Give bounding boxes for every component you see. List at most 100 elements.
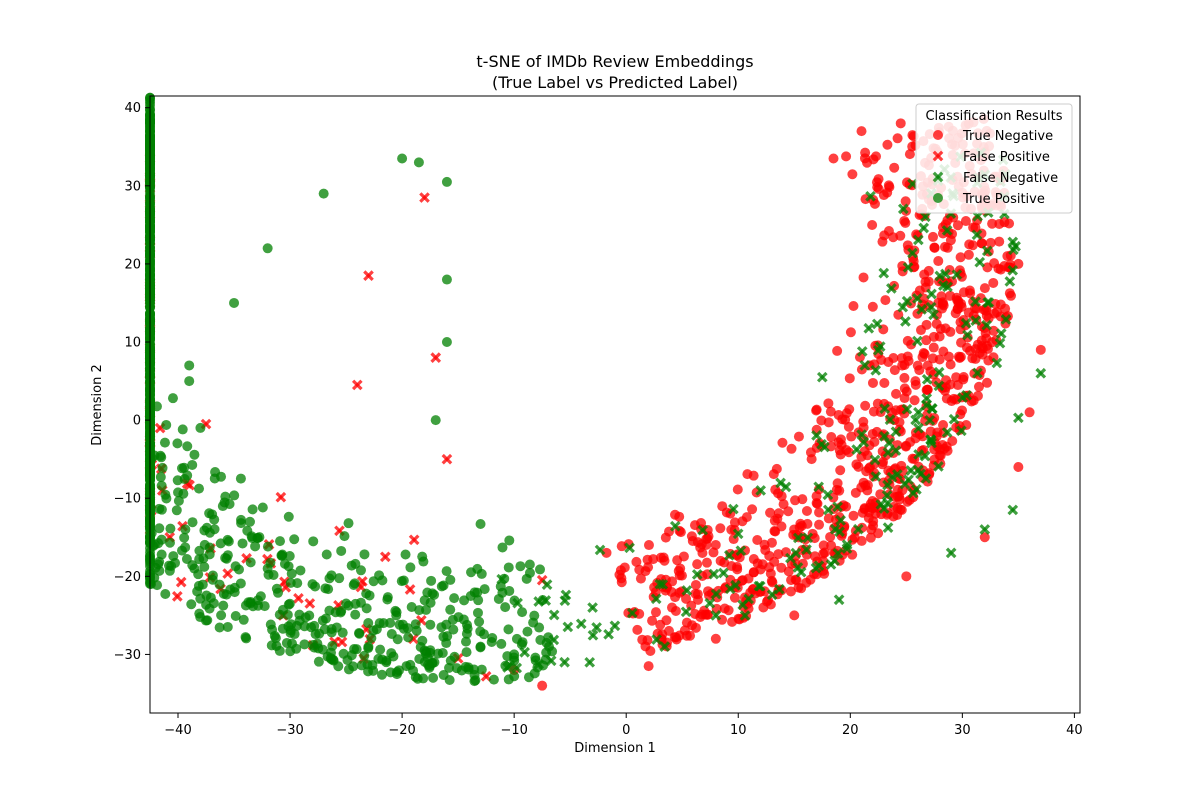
data-point <box>575 618 587 630</box>
data-point <box>951 269 963 281</box>
data-point <box>801 506 812 517</box>
data-point <box>195 422 206 433</box>
data-point <box>647 615 658 626</box>
data-point <box>952 380 963 391</box>
data-point <box>473 595 484 606</box>
data-point <box>547 646 558 657</box>
data-point <box>783 566 794 577</box>
data-point <box>920 473 932 484</box>
legend-label-false-negative: False Negative <box>963 171 1058 186</box>
data-point <box>691 569 703 580</box>
data-point <box>985 237 996 248</box>
data-point <box>472 607 483 618</box>
data-point <box>994 337 1006 349</box>
data-point <box>938 419 949 430</box>
data-point <box>956 425 967 437</box>
data-point <box>441 274 452 285</box>
data-point <box>913 406 924 418</box>
data-point <box>1008 244 1019 256</box>
data-point <box>723 605 734 616</box>
data-point <box>882 447 894 458</box>
data-point <box>878 267 890 279</box>
data-point <box>867 301 878 312</box>
data-point <box>274 609 285 620</box>
data-point <box>222 534 233 545</box>
data-point <box>587 629 599 641</box>
data-point <box>283 511 294 522</box>
data-point <box>430 352 442 363</box>
legend-marker-true-negative-circle <box>933 130 943 140</box>
data-point <box>509 649 520 660</box>
data-point <box>902 240 913 251</box>
data-point <box>851 444 863 455</box>
data-point <box>848 510 859 521</box>
data-point <box>313 656 324 667</box>
data-point <box>465 590 476 601</box>
data-point <box>862 157 873 168</box>
data-point <box>559 656 570 668</box>
data-point <box>500 602 511 613</box>
data-point <box>697 524 709 536</box>
data-point <box>921 319 932 330</box>
data-point <box>752 558 763 569</box>
x-tick-label: −10 <box>500 723 527 738</box>
data-point <box>284 551 295 562</box>
data-point <box>710 610 722 621</box>
data-point <box>397 619 408 630</box>
data-point <box>922 384 933 395</box>
data-point <box>856 126 867 137</box>
data-point <box>963 307 974 318</box>
data-point <box>925 301 937 313</box>
data-point <box>320 613 331 624</box>
data-point <box>773 508 784 519</box>
data-point <box>724 583 736 595</box>
data-point <box>180 524 191 535</box>
data-point <box>238 614 249 625</box>
data-point <box>601 547 612 558</box>
data-point <box>792 562 804 573</box>
data-point <box>177 424 188 435</box>
data-point <box>937 298 948 309</box>
data-point <box>181 553 192 564</box>
data-point <box>398 575 409 586</box>
data-point <box>475 641 486 652</box>
data-point <box>648 554 659 565</box>
data-point <box>942 281 953 293</box>
data-point <box>833 437 844 448</box>
data-point <box>769 526 780 537</box>
data-point <box>919 450 931 462</box>
data-point <box>979 532 990 543</box>
data-point <box>675 563 686 574</box>
data-point <box>883 180 894 191</box>
data-point <box>654 578 666 590</box>
data-point <box>189 449 200 460</box>
data-point <box>882 522 894 533</box>
data-point <box>882 479 893 491</box>
data-point <box>1007 236 1019 248</box>
data-point <box>901 403 913 415</box>
data-point <box>856 451 867 462</box>
data-point <box>858 272 869 283</box>
data-point <box>500 660 511 671</box>
data-point <box>790 547 802 559</box>
data-point <box>529 668 540 679</box>
data-point <box>515 561 526 572</box>
data-point <box>765 507 776 518</box>
data-point <box>351 379 363 391</box>
data-point <box>375 644 386 655</box>
data-point <box>828 492 839 503</box>
data-point <box>957 392 968 403</box>
data-point <box>537 680 548 691</box>
data-point <box>419 595 430 606</box>
data-point <box>449 593 460 604</box>
data-point <box>475 518 486 529</box>
data-point <box>832 345 843 356</box>
data-point <box>448 624 459 635</box>
data-point <box>981 310 992 321</box>
data-point <box>826 540 837 551</box>
data-point <box>955 252 966 263</box>
data-point <box>418 556 429 567</box>
y-tick-label: −10 <box>114 492 141 507</box>
data-point <box>229 490 240 501</box>
